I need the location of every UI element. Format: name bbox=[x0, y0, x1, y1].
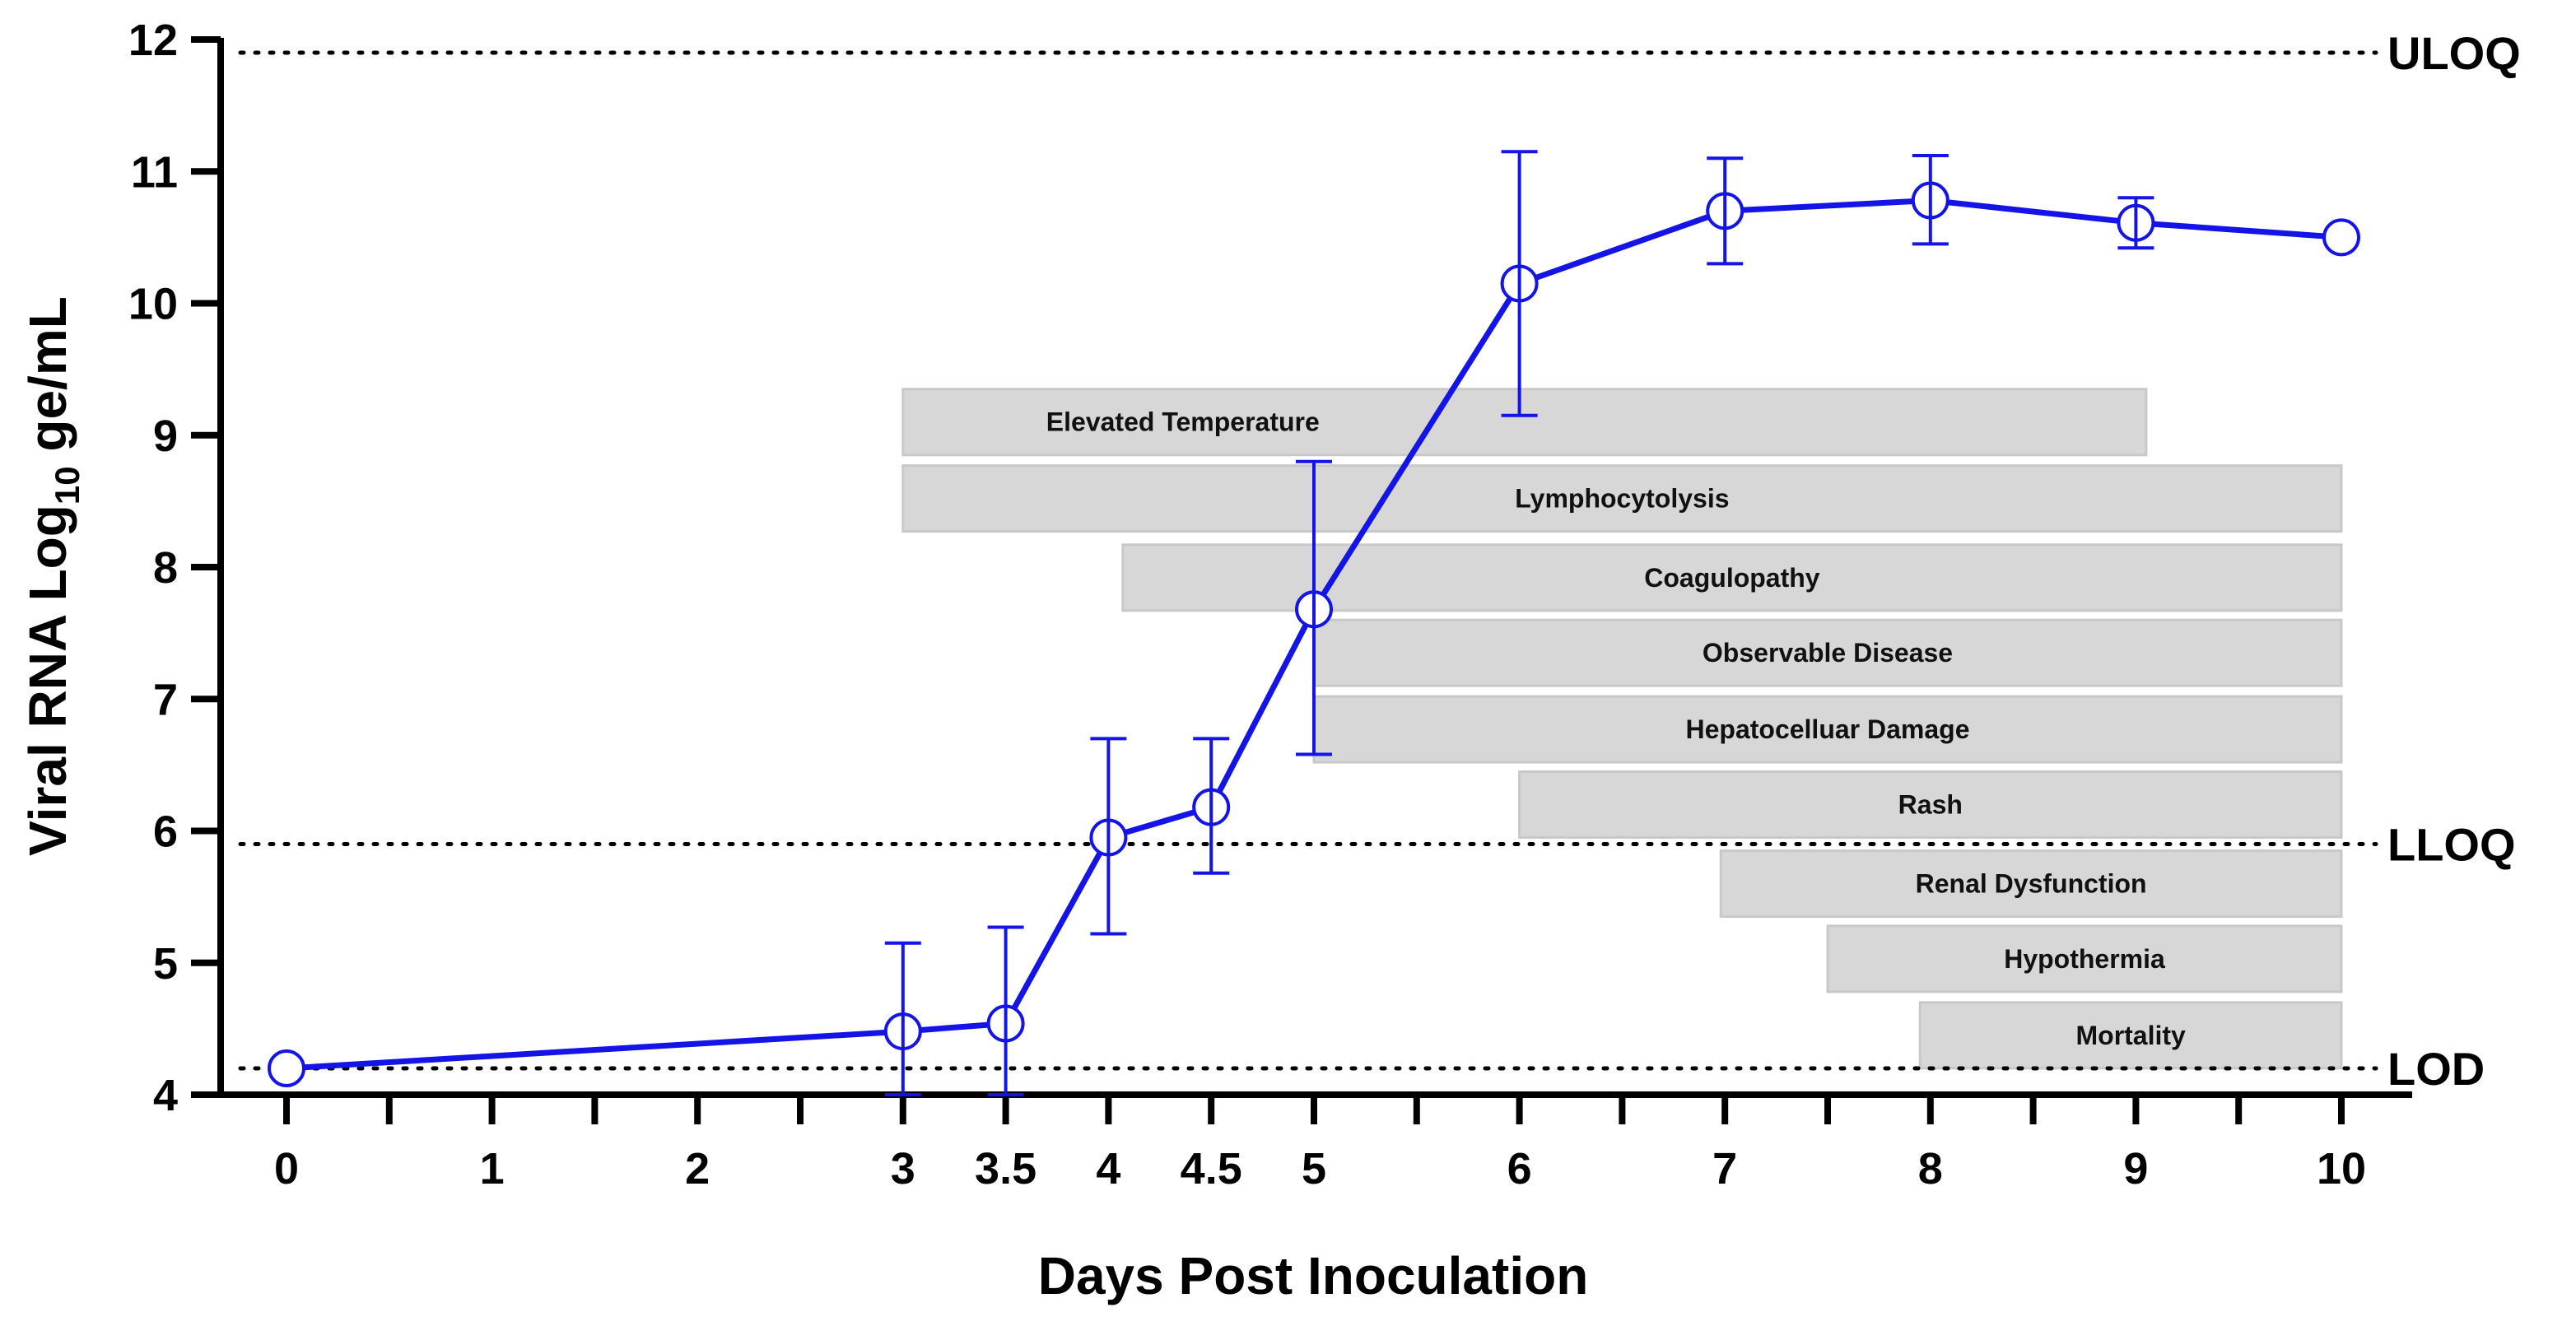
annotation-bands: Elevated Temperature Lymphocytolysis Coagu… bbox=[901, 388, 2343, 1070]
y-tick-label: 7 bbox=[153, 675, 178, 724]
y-axis-title-main: Viral RNA Log bbox=[18, 505, 77, 856]
x-tick-label: 8 bbox=[1918, 1144, 1943, 1193]
x-tick-label: 4.5 bbox=[1181, 1144, 1242, 1193]
x-tick-label: 6 bbox=[1507, 1144, 1532, 1193]
annotation-band-label: Elevated Temperature bbox=[1046, 407, 1320, 437]
annotation-band bbox=[1312, 618, 2343, 687]
x-tick-label: 10 bbox=[2317, 1144, 2366, 1193]
annotation-band bbox=[1312, 695, 2343, 764]
annotation-band-label: Renal Dysfunction bbox=[1916, 869, 2147, 899]
y-tick-label: 10 bbox=[128, 280, 178, 329]
annotation-band-label: Observable Disease bbox=[1703, 638, 1953, 668]
x-tick-label: 4 bbox=[1096, 1144, 1120, 1193]
annotation-band-label: Lymphocytolysis bbox=[1515, 484, 1729, 514]
x-tick-label: 0 bbox=[274, 1144, 299, 1193]
reference-line-label: LLOQ bbox=[2387, 819, 2516, 871]
y-tick-label: 4 bbox=[153, 1071, 178, 1120]
annotation-band bbox=[1121, 543, 2343, 612]
y-tick-label: 5 bbox=[153, 939, 178, 989]
x-tick-label: 7 bbox=[1712, 1144, 1737, 1193]
x-axis-title: Days Post Inoculation bbox=[1038, 1246, 1589, 1305]
annotation-band-label: Coagulopathy bbox=[1644, 563, 1820, 593]
annotation-band bbox=[1518, 770, 2343, 839]
y-tick-label: 11 bbox=[131, 147, 178, 197]
x-tick-label: 5 bbox=[1302, 1144, 1326, 1193]
annotation-band-label: Hypothermia bbox=[2004, 944, 2165, 974]
data-point bbox=[268, 1049, 305, 1087]
data-series bbox=[268, 150, 2360, 1096]
y-tick-label: 8 bbox=[153, 543, 178, 593]
y-tick-label: 9 bbox=[153, 412, 178, 461]
reference-lines: ULOQ LLOQ LOD bbox=[238, 27, 2521, 1095]
annotation-band bbox=[901, 464, 2343, 533]
annotation-band bbox=[1826, 924, 2343, 993]
x-tick-label: 9 bbox=[2123, 1144, 2148, 1193]
annotation-band-label: Rash bbox=[1898, 789, 1963, 819]
annotation-band bbox=[1918, 1001, 2343, 1070]
reference-line-label: LOD bbox=[2387, 1043, 2485, 1095]
annotation-band-label: Hepatocelluar Damage bbox=[1685, 714, 1969, 744]
y-axis-title-tail: ge/mL bbox=[18, 296, 77, 466]
data-point bbox=[2322, 218, 2360, 257]
annotation-band bbox=[901, 388, 2148, 457]
x-tick-label: 3.5 bbox=[975, 1144, 1036, 1193]
y-tick-label: 12 bbox=[128, 16, 178, 65]
x-tick-label: 2 bbox=[685, 1144, 710, 1193]
annotation-band-label: Mortality bbox=[2075, 1021, 2186, 1050]
x-tick-label: 3 bbox=[891, 1144, 915, 1193]
y-tick-label: 6 bbox=[153, 807, 178, 857]
x-tick-label: 1 bbox=[480, 1144, 505, 1193]
annotation-band bbox=[1719, 849, 2343, 919]
reference-line-label: ULOQ bbox=[2387, 27, 2521, 79]
y-axis-title-subscript: 10 bbox=[48, 466, 86, 505]
y-axis-title: Viral RNA Log10 ge/mL bbox=[18, 296, 86, 856]
